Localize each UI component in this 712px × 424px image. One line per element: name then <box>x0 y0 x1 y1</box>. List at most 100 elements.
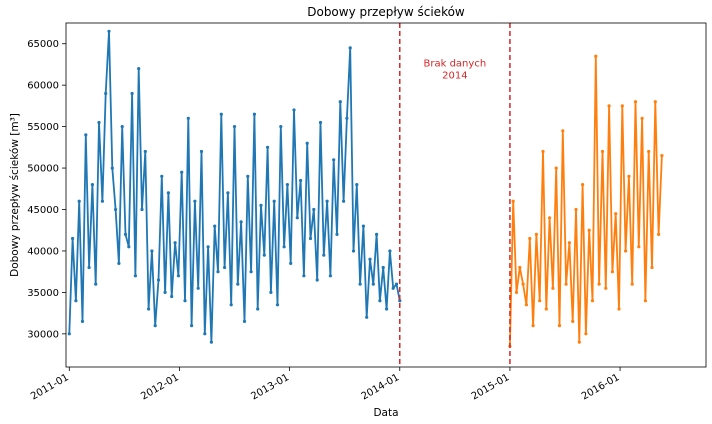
series-0-point <box>305 141 309 145</box>
series-0-point <box>127 245 131 249</box>
series-0-point <box>282 245 286 249</box>
series-1-point <box>564 282 568 286</box>
series-0-point <box>269 290 273 294</box>
series-0-point <box>338 100 342 104</box>
series-0-point <box>394 282 399 286</box>
y-tick-label: 65000 <box>27 39 59 50</box>
series-0-point <box>150 249 154 253</box>
series-1-point <box>511 199 515 203</box>
series-0-point <box>77 199 81 203</box>
y-tick-label: 50000 <box>27 164 59 175</box>
series-0-point <box>325 199 329 203</box>
series-1-point <box>567 241 572 245</box>
series-1-point <box>538 299 542 303</box>
series-0-point <box>87 265 91 270</box>
plot-frame <box>65 22 707 368</box>
series-0-point <box>292 108 296 112</box>
series-0-point <box>378 299 382 303</box>
series-0-point <box>186 116 190 120</box>
series-0-point <box>262 253 266 257</box>
chart-title: Dobowy przepływ ścieków <box>307 5 465 19</box>
series-0-point <box>318 120 323 125</box>
series-1-point <box>637 245 641 249</box>
series-0-point <box>371 282 375 286</box>
series-1-point <box>528 236 532 241</box>
series-1-point <box>617 307 621 311</box>
series-0-point <box>229 303 233 307</box>
series-0-point <box>246 174 250 178</box>
series-0-point <box>226 191 230 195</box>
series-0-point <box>137 67 141 71</box>
series-0-point <box>266 145 270 149</box>
series-0-point <box>358 282 362 286</box>
series-0-point <box>140 207 144 212</box>
annotation-line-1: Brak danych <box>424 59 487 70</box>
series-1-point <box>660 154 664 158</box>
series-0-point <box>285 183 289 187</box>
series-0-point <box>216 270 220 274</box>
series-layer <box>67 29 664 348</box>
series-0-point <box>130 91 134 96</box>
series-1-point <box>643 299 648 303</box>
y-axis: 30000 35000 40000 45000 50000 55000 60000 65000 <box>27 39 66 340</box>
series-0-point <box>299 178 303 183</box>
series-0-point <box>100 199 104 203</box>
series-0-point <box>196 286 200 290</box>
series-1-point <box>607 104 611 108</box>
series-0-point <box>219 112 223 116</box>
series-0-point <box>97 120 101 125</box>
series-1-point <box>571 319 575 323</box>
series-1-point <box>577 340 581 344</box>
series-0-point <box>256 307 260 311</box>
series-0-point <box>206 245 210 249</box>
series-0-point <box>398 299 402 303</box>
y-axis-label: Dobowy przepływ ścieków [m³] <box>9 113 21 277</box>
y-tick-label: 45000 <box>27 205 59 216</box>
series-0-point <box>308 236 313 241</box>
series-0-point <box>391 286 395 290</box>
series-0-point <box>117 261 121 265</box>
y-tick-label: 60000 <box>27 81 59 92</box>
y-tick-label: 40000 <box>27 246 59 257</box>
series-1-point <box>534 232 539 236</box>
y-tick-label: 55000 <box>27 122 59 133</box>
series-0-point <box>143 149 147 154</box>
series-0-point <box>232 125 237 129</box>
series-1-point <box>574 207 578 212</box>
series-0-point <box>375 232 379 236</box>
series-0-point <box>84 133 88 137</box>
series-1-point <box>627 174 631 178</box>
series-0-point <box>199 149 204 154</box>
series-0-point <box>315 278 319 282</box>
series-0-point <box>90 183 94 187</box>
series-1-point <box>557 324 562 328</box>
series-0-point <box>166 191 170 195</box>
series-1-point <box>584 332 588 336</box>
series-0-point <box>361 224 365 228</box>
series-0-point <box>176 274 180 278</box>
annotation-line-2: 2014 <box>442 71 467 82</box>
series-1-point <box>521 282 525 286</box>
series-0-point <box>302 274 306 278</box>
series-0-point <box>385 307 389 311</box>
series-1-point <box>551 286 555 290</box>
series-1-point <box>514 290 519 294</box>
series-0-point <box>279 125 283 129</box>
series-0-point <box>104 91 108 96</box>
series-0-point <box>74 299 78 303</box>
series-0-point <box>289 261 293 265</box>
series-0-point <box>388 249 392 253</box>
y-tick-label: 30000 <box>27 329 59 340</box>
series-1-point <box>624 249 628 253</box>
series-0-point <box>368 257 372 261</box>
series-1-point <box>633 100 638 104</box>
missing-data-lines <box>399 23 511 367</box>
series-1-point <box>531 324 535 328</box>
y-tick-label: 35000 <box>27 288 59 299</box>
series-0-point <box>153 324 157 328</box>
series-1-point <box>541 149 545 154</box>
x-axis-label: Data <box>373 407 398 419</box>
series-1-point <box>610 270 615 274</box>
series-1-point <box>653 100 657 104</box>
